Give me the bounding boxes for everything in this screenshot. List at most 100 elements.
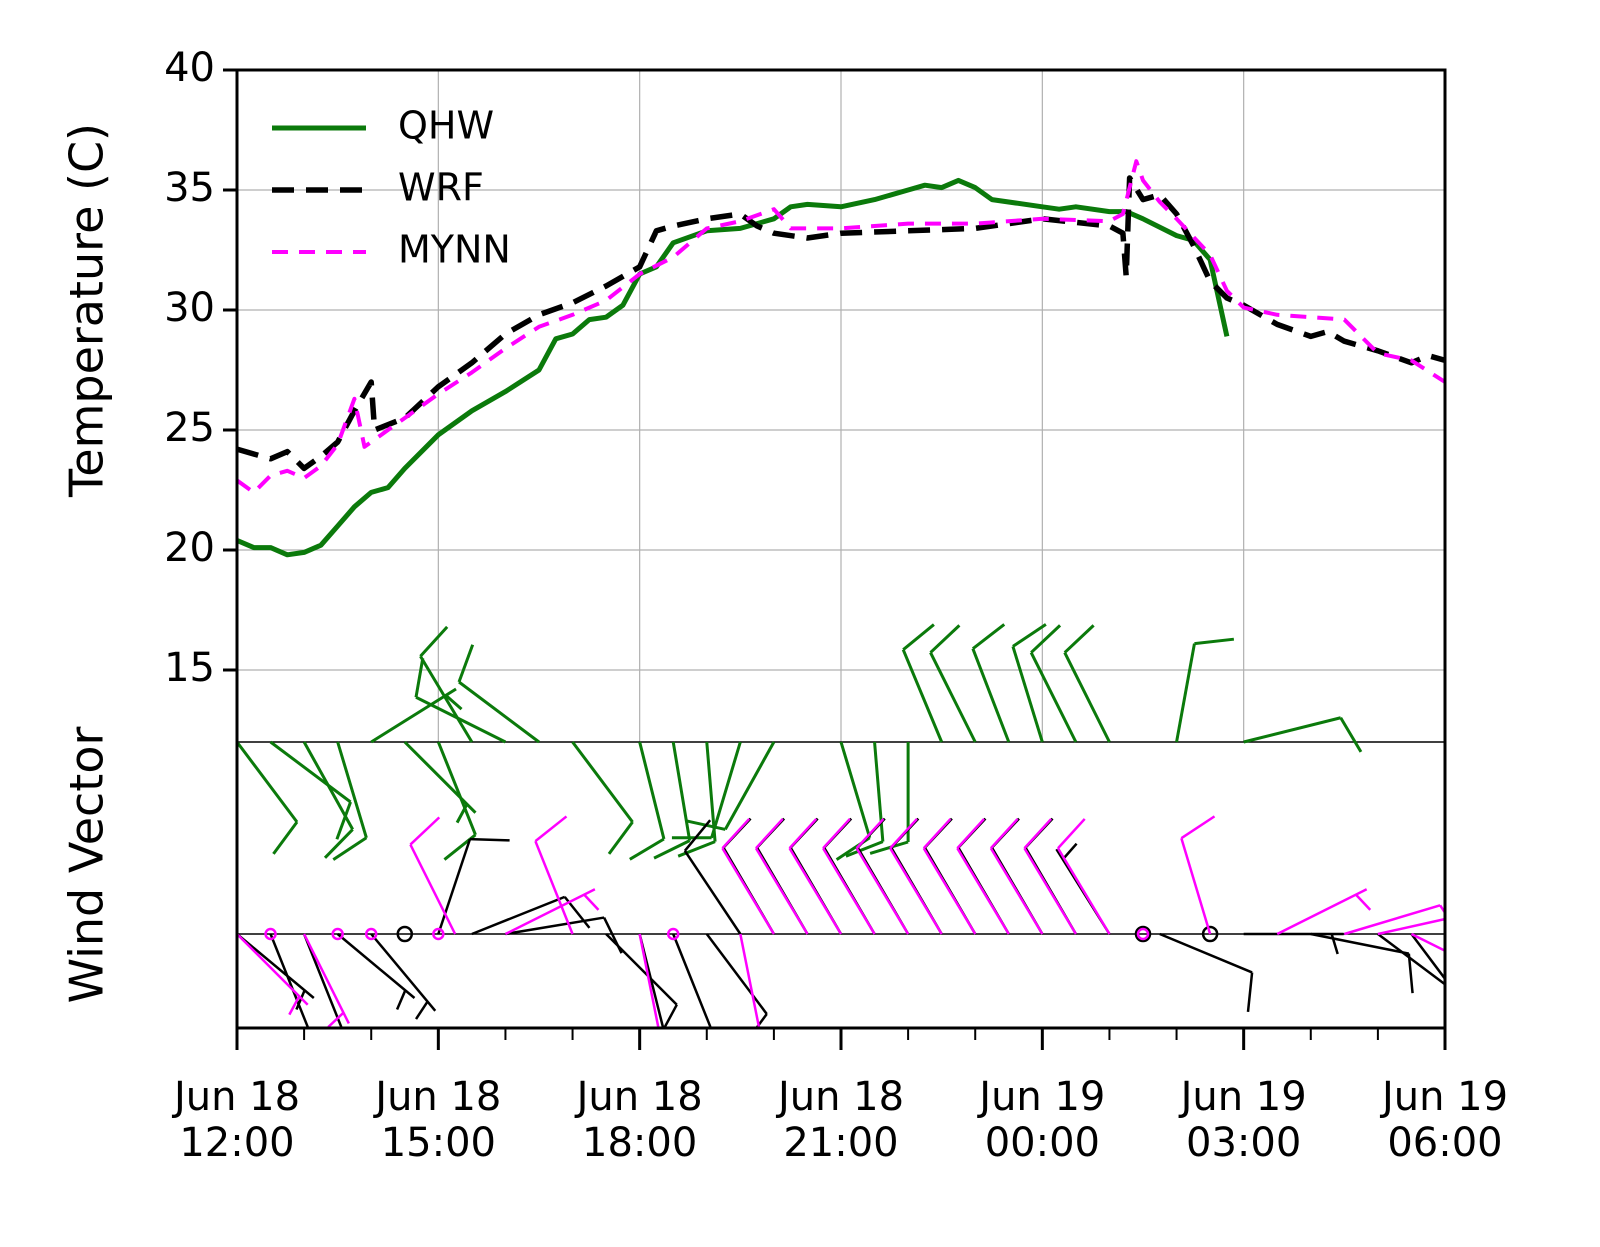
wind-barb [571, 741, 634, 855]
barb-flag [845, 840, 884, 858]
barb-flag [629, 837, 665, 861]
barb-staff [839, 741, 872, 839]
barb-staff [739, 933, 761, 1028]
barb-flag [469, 837, 510, 842]
barb-staff [889, 847, 943, 935]
wind-barb [901, 623, 944, 743]
legend-label: MYNN [398, 228, 511, 272]
legend-label: WRF [398, 166, 484, 210]
barb-flag [327, 1011, 345, 1028]
wind-barb [1410, 933, 1445, 981]
barb-staff [370, 687, 457, 744]
line-series [237, 175, 1445, 472]
barb-staff [1011, 645, 1044, 743]
barb-flag [755, 818, 784, 850]
barb-staff [671, 741, 692, 841]
wind-barb [419, 625, 474, 743]
barb-staff [1023, 847, 1077, 935]
wind-barb [705, 933, 768, 1028]
wind-barb [855, 818, 910, 935]
wind-barb [370, 933, 437, 1020]
wind-barb [605, 933, 678, 1028]
wind-barb [332, 741, 368, 861]
wind-barb [396, 925, 414, 943]
barb-flag [1023, 818, 1053, 850]
wind-barb [414, 657, 507, 744]
wind-barb [1159, 932, 1254, 1013]
wind-barb [653, 741, 692, 860]
wind-barb [1023, 818, 1077, 935]
barb-flag [788, 818, 818, 850]
barb-flag [721, 818, 751, 850]
wind-barb [989, 818, 1044, 935]
barb-flag [822, 818, 851, 850]
wind-barb [629, 741, 666, 861]
barb-staff [1310, 932, 1410, 955]
wind-barb [1410, 932, 1445, 953]
barb-staff [1343, 904, 1441, 936]
barb-staff [672, 933, 712, 1028]
barb-staff [822, 847, 876, 935]
wind-barb [822, 818, 876, 935]
barb-staff [956, 847, 1010, 935]
barb-staff [302, 741, 354, 831]
wind-barb [237, 933, 315, 1011]
barb-flag [1180, 815, 1216, 840]
barb-flag [295, 989, 306, 1011]
barb-staff [534, 840, 574, 935]
y-tick-label: 35 [164, 165, 215, 211]
barb-staff [929, 651, 977, 743]
barb-staff [458, 680, 540, 744]
barb-flag [754, 1013, 768, 1028]
barb-staff [436, 741, 477, 836]
barb-flag [662, 1004, 678, 1028]
wind-barb [1056, 818, 1111, 935]
barb-flag [1246, 972, 1254, 1013]
calm-circle [666, 927, 680, 941]
wind-barb [409, 816, 457, 935]
y-tick-label: 40 [164, 45, 215, 91]
barb-staff [1410, 932, 1445, 953]
wind-barb [754, 818, 809, 935]
wind-barb [1029, 624, 1078, 743]
barb-flag [414, 1000, 429, 1020]
calm-circle [264, 927, 277, 941]
barb-staff [605, 933, 678, 1006]
barb-staff [370, 933, 437, 1012]
calm-circle [364, 927, 378, 941]
wind-barb [237, 933, 309, 1016]
barb-staff [571, 741, 634, 823]
wind-barb [672, 933, 712, 1028]
barb-flag [1194, 637, 1235, 646]
barb-staff [855, 847, 910, 935]
wind-barb [237, 741, 299, 855]
barb-staff [1276, 888, 1368, 936]
wind-barb [922, 818, 977, 935]
calm-circle [432, 927, 445, 941]
wind-barb [671, 741, 742, 840]
calm-circle [1136, 927, 1150, 941]
barb-flag [922, 818, 952, 850]
y-tick-label: 15 [164, 645, 215, 691]
wind-barb [677, 741, 717, 858]
wind-barb [683, 819, 742, 935]
barb-flag [1030, 624, 1062, 654]
barb-staff [638, 933, 660, 1028]
y-tick-label: 30 [164, 285, 215, 331]
legend-label: QHW [398, 104, 494, 148]
wind-barb [370, 687, 463, 744]
barb-staff [683, 850, 742, 935]
wind-barb [971, 623, 1011, 743]
barb-staff [269, 933, 309, 1028]
wind-barb [331, 927, 344, 941]
x-tick-label: Jun 18 15:00 [372, 1074, 501, 1166]
wind-barb [432, 927, 445, 941]
barb-staff [754, 847, 809, 935]
x-tick-label: Jun 19 00:00 [976, 1074, 1105, 1166]
wind-barb [1063, 624, 1111, 743]
wind-barb [869, 742, 910, 855]
wind-barb [956, 818, 1010, 935]
barb-flag [323, 828, 354, 859]
calm-circle [1201, 925, 1219, 943]
barb-staff [1175, 643, 1196, 743]
